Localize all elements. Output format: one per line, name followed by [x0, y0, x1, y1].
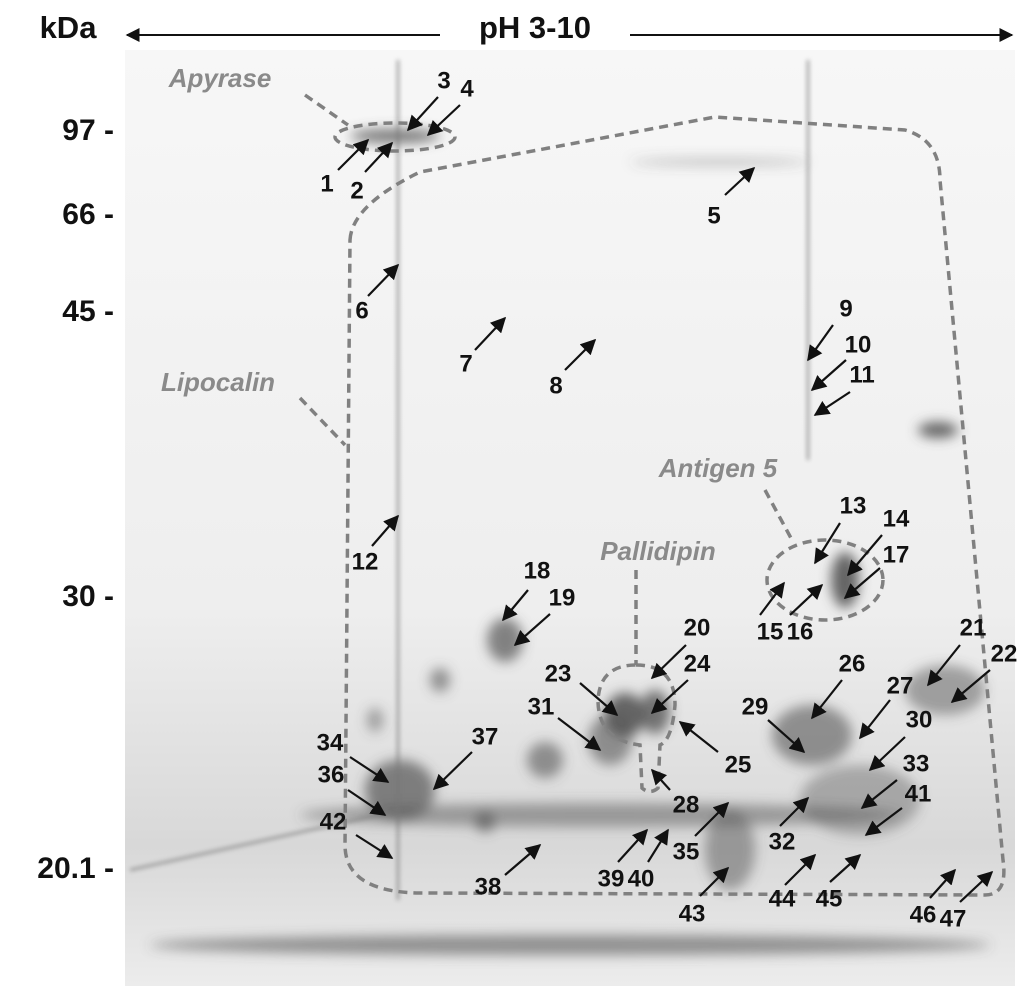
spot-label: 5 — [707, 202, 720, 229]
figure: kDa pH 3-10 97 - 66 - 45 - 30 - 20.1 - Apyras… — [0, 0, 1026, 986]
spot-label: 25 — [725, 751, 752, 778]
mw-marker: 45 - — [62, 295, 114, 328]
spot-label: 20 — [684, 614, 711, 641]
spot-label: 45 — [816, 885, 843, 912]
spot-label: 17 — [883, 541, 910, 568]
spot-label: 22 — [991, 640, 1018, 667]
spot-label: 37 — [472, 723, 499, 750]
spot-label: 43 — [679, 900, 706, 927]
spot-label: 30 — [906, 706, 933, 733]
mw-marker: 20.1 - — [37, 852, 114, 885]
spot-label: 46 — [910, 901, 937, 928]
spot-label: 8 — [549, 372, 562, 399]
spot-label: 3 — [437, 67, 450, 94]
spot-label: 1 — [320, 170, 333, 197]
spot-label: 11 — [849, 361, 874, 388]
spot-label: 6 — [355, 297, 368, 324]
spot-label: 31 — [528, 693, 555, 720]
spot-label: 24 — [684, 650, 711, 677]
spot-label: 12 — [352, 548, 379, 575]
spot-label: 28 — [673, 791, 700, 818]
spot-label: 15 — [757, 618, 784, 645]
spot-label: 21 — [960, 614, 987, 641]
spot-label: 23 — [545, 660, 572, 687]
region-label: Lipocalin — [161, 367, 275, 397]
spot-label: 39 — [598, 865, 625, 892]
spot-label: 32 — [769, 828, 796, 855]
spot-label: 2 — [350, 177, 363, 204]
spot-label: 27 — [887, 672, 914, 699]
spot-label: 16 — [787, 618, 814, 645]
spot-label: 34 — [317, 729, 344, 756]
region-label: Pallidipin — [600, 536, 716, 566]
spot-label: 26 — [839, 650, 866, 677]
spot-label: 9 — [839, 295, 852, 322]
spot-label: 40 — [628, 865, 655, 892]
spot-label: 4 — [460, 75, 474, 102]
spot-label: 33 — [903, 750, 930, 777]
spot-label: 7 — [459, 350, 472, 377]
mw-marker: 97 - — [62, 114, 114, 147]
region-label: Apyrase — [168, 63, 272, 93]
spot-label: 19 — [549, 584, 576, 611]
spot-label: 10 — [845, 331, 872, 358]
spot-label: 13 — [840, 492, 867, 519]
spot-label: 44 — [769, 885, 796, 912]
x-axis-label: pH 3-10 — [479, 10, 591, 45]
spot-label: 35 — [673, 838, 700, 865]
spot-label: 36 — [318, 761, 345, 788]
spot-label: 29 — [742, 693, 769, 720]
mw-marker: 30 - — [62, 580, 114, 613]
spot-label: 41 — [905, 780, 932, 807]
gel-image — [125, 50, 1015, 986]
spot-label: 18 — [524, 557, 551, 584]
spot-label: 47 — [940, 905, 967, 932]
spot-label: 42 — [320, 808, 347, 835]
spot-label: 38 — [475, 873, 502, 900]
y-axis-label: kDa — [40, 10, 98, 45]
spot-label: 14 — [883, 505, 910, 532]
mw-marker: 66 - — [62, 198, 114, 231]
region-label: Antigen 5 — [658, 453, 778, 483]
